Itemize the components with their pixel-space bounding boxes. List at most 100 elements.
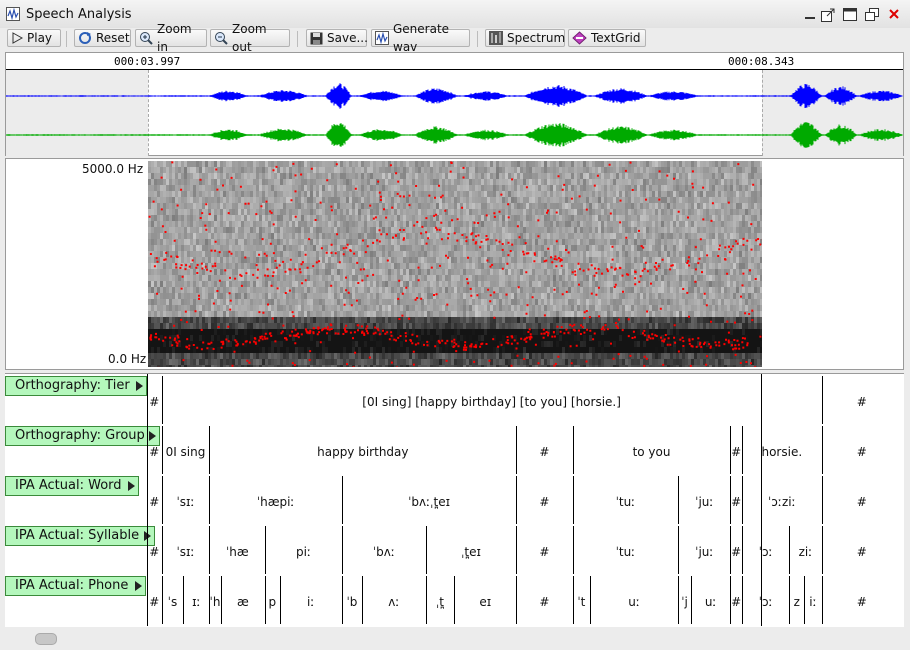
interval-boundary[interactable]: [516, 576, 517, 624]
interval-boundary[interactable]: [342, 576, 343, 624]
generate-wav-button[interactable]: Generate wav: [371, 22, 470, 54]
interval-boundary[interactable]: [573, 476, 574, 524]
tier-interval[interactable]: #: [731, 545, 742, 559]
tier-interval[interactable]: ziː: [798, 545, 813, 559]
tier-interval[interactable]: ˈbʌː: [372, 545, 395, 559]
interval-boundary[interactable]: [280, 576, 281, 624]
tier-interval[interactable]: ˈbʌːˌt̪eɪ: [408, 495, 451, 509]
interval-boundary[interactable]: [265, 526, 266, 574]
detach-icon[interactable]: [820, 7, 836, 23]
tier-interval[interactable]: #: [856, 595, 867, 609]
tier-interval[interactable]: iː: [307, 595, 315, 609]
interval-boundary[interactable]: [162, 376, 163, 424]
tier-interval[interactable]: ɪː: [192, 595, 201, 609]
interval-boundary[interactable]: [742, 526, 743, 574]
expand-arrow-icon[interactable]: [149, 431, 156, 441]
reset-button[interactable]: Reset: [74, 29, 131, 47]
spectrogram-panel[interactable]: 5000.0 Hz 0.0 Hz: [5, 158, 904, 370]
tier-interval[interactable]: ˈhæpiː: [256, 495, 295, 509]
tier-header-2[interactable]: IPA Actual: Word: [5, 476, 139, 496]
interval-boundary[interactable]: [789, 526, 790, 574]
tier-interval[interactable]: uː: [628, 595, 640, 609]
tier-header-3[interactable]: IPA Actual: Syllable: [5, 526, 155, 546]
tier-interval[interactable]: #: [856, 495, 867, 509]
tier-header-1[interactable]: Orthography: Group: [5, 426, 160, 446]
interval-boundary[interactable]: [742, 426, 743, 474]
tier-interval[interactable]: ˈj: [681, 595, 688, 609]
interval-boundary[interactable]: [221, 576, 222, 624]
interval-boundary[interactable]: [209, 526, 210, 574]
tier-interval[interactable]: #: [539, 545, 550, 559]
tier-interval[interactable]: ʌː: [388, 595, 400, 609]
tier-interval[interactable]: 0I sing: [165, 445, 206, 459]
tier-header-0[interactable]: Orthography: Tier: [5, 376, 147, 396]
interval-boundary[interactable]: [730, 576, 731, 624]
expand-arrow-icon[interactable]: [135, 581, 142, 591]
interval-boundary[interactable]: [426, 526, 427, 574]
interval-boundary[interactable]: [742, 476, 743, 524]
tier-header-4[interactable]: IPA Actual: Phone: [5, 576, 146, 596]
tier-interval[interactable]: ˈh: [209, 595, 221, 609]
textgrid-button[interactable]: TextGrid: [568, 29, 646, 47]
tier-interval[interactable]: p: [268, 595, 277, 609]
save-button[interactable]: Save...: [306, 29, 368, 47]
tier-interval[interactable]: #: [539, 445, 550, 459]
tier-interval[interactable]: ˌt̪eɪ: [461, 545, 481, 559]
interval-boundary[interactable]: [573, 526, 574, 574]
interval-boundary[interactable]: [789, 576, 790, 624]
tier-interval[interactable]: #: [149, 445, 160, 459]
interval-boundary[interactable]: [573, 426, 574, 474]
tier-interval[interactable]: to you: [632, 445, 671, 459]
interval-boundary[interactable]: [678, 476, 679, 524]
interval-boundary[interactable]: [678, 526, 679, 574]
tier-interval[interactable]: #: [856, 395, 867, 409]
spectrum-button[interactable]: Spectrum: [485, 29, 565, 47]
interval-boundary[interactable]: [822, 426, 823, 474]
horizontal-scrollbar[interactable]: [0, 628, 910, 650]
tier-interval[interactable]: ˈhæ: [225, 545, 249, 559]
interval-boundary[interactable]: [730, 526, 731, 574]
interval-boundary[interactable]: [162, 526, 163, 574]
tier-interval[interactable]: iː: [809, 595, 817, 609]
interval-boundary[interactable]: [516, 526, 517, 574]
interval-boundary[interactable]: [162, 476, 163, 524]
expand-arrow-icon[interactable]: [128, 481, 135, 491]
interval-boundary[interactable]: [265, 576, 266, 624]
tier-interval[interactable]: ˈtuː: [615, 495, 636, 509]
tier-interval[interactable]: ˌt̪: [435, 595, 445, 609]
tier-interval[interactable]: horsie.: [761, 445, 803, 459]
interval-boundary[interactable]: [362, 576, 363, 624]
tier-interval[interactable]: happy birthday: [317, 445, 409, 459]
tier-interval[interactable]: ˈb: [346, 595, 358, 609]
tier-interval[interactable]: #: [149, 395, 160, 409]
tier-interval[interactable]: ˈt: [577, 595, 586, 609]
tier-interval[interactable]: uː: [704, 595, 717, 609]
interval-boundary[interactable]: [822, 576, 823, 624]
interval-boundary[interactable]: [590, 576, 591, 624]
interval-boundary[interactable]: [804, 576, 805, 624]
interval-boundary[interactable]: [822, 526, 823, 574]
interval-boundary[interactable]: [730, 476, 731, 524]
tier-interval[interactable]: ˈs: [167, 595, 178, 609]
tier-interval[interactable]: ˈsɪː: [176, 545, 195, 559]
waveform-panel[interactable]: 000:03.997 000:08.343: [5, 52, 904, 156]
interval-boundary[interactable]: [162, 576, 163, 624]
tiers-panel[interactable]: Orthography: Tier # [0I sing] [happy birth…: [5, 373, 904, 627]
scrollbar-thumb[interactable]: [35, 633, 57, 645]
zoom-in-button[interactable]: Zoom in: [135, 22, 207, 54]
interval-boundary[interactable]: [183, 576, 184, 624]
play-button[interactable]: Play: [7, 29, 61, 47]
interval-boundary[interactable]: [678, 576, 679, 624]
restore-icon[interactable]: [864, 7, 880, 23]
interval-boundary[interactable]: [342, 526, 343, 574]
tier-interval[interactable]: #: [149, 545, 160, 559]
tier-interval[interactable]: ˈɔː: [758, 545, 773, 559]
interval-boundary[interactable]: [209, 476, 210, 524]
tier-interval[interactable]: ˈɔː: [758, 595, 773, 609]
interval-boundary[interactable]: [516, 426, 517, 474]
interval-boundary[interactable]: [730, 426, 731, 474]
tier-interval[interactable]: ˈtuː: [615, 545, 636, 559]
interval-boundary[interactable]: [342, 476, 343, 524]
minimize-icon[interactable]: [803, 7, 817, 21]
tier-interval[interactable]: #: [539, 495, 550, 509]
